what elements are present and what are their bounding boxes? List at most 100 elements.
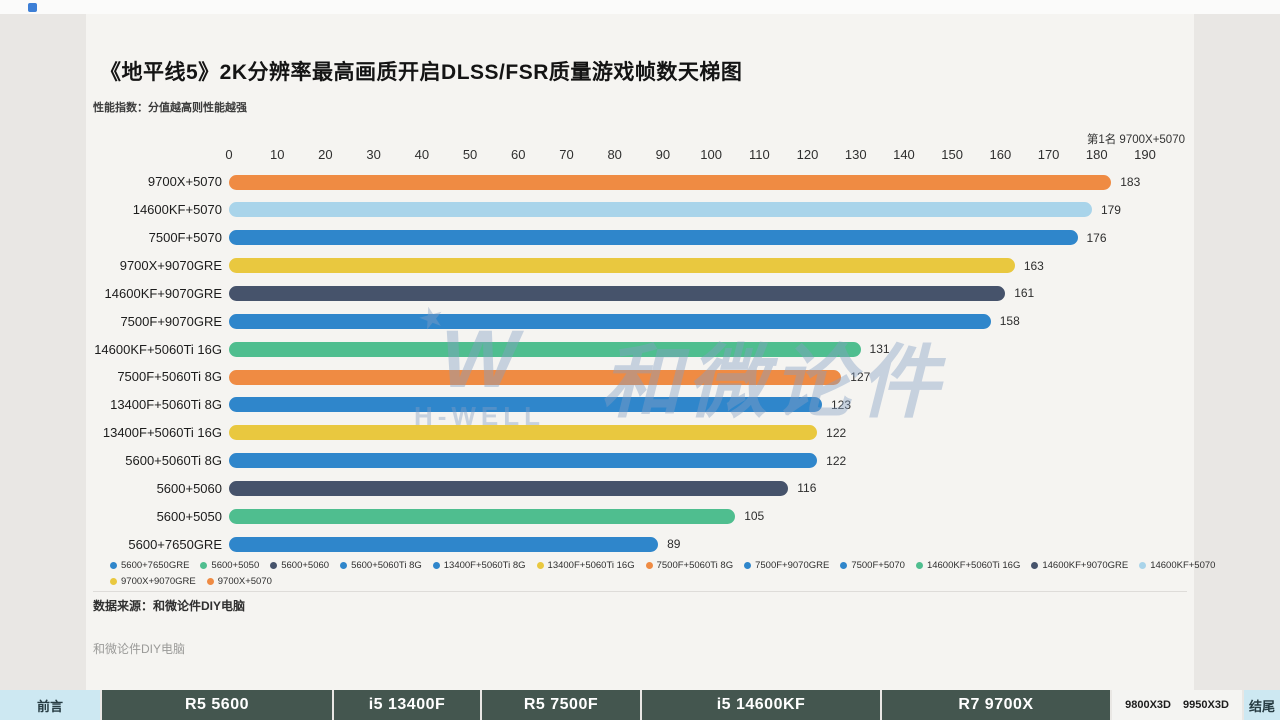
legend-label: 7500F+9070GRE (755, 560, 830, 571)
nav-item-前言[interactable]: 前言 (0, 690, 100, 720)
top-strip (0, 0, 1280, 14)
legend-item: 14600KF+9070GRE (1031, 560, 1128, 571)
legend-color-dot (1031, 562, 1039, 569)
bar-value-label: 176 (1086, 230, 1107, 245)
bar-row: 9700X+5070 183 (0, 168, 1280, 196)
legend-label: 5600+5060 (281, 560, 330, 571)
legend-label: 14600KF+5070 (1150, 560, 1216, 571)
legend-label: 7500F+5060Ti 8G (656, 560, 734, 571)
legend-item: 7500F+5060Ti 8G (645, 560, 734, 571)
bar (229, 369, 842, 385)
x-tick-label: 170 (1037, 147, 1060, 162)
x-tick-label: 90 (655, 147, 671, 162)
legend-color-dot (1139, 562, 1147, 569)
legend-row: 5600+7650GRE 5600+5050 5600+5060 5600+5060T… (110, 558, 1215, 573)
bar-value-label: 122 (826, 425, 847, 440)
bar-value-label: 123 (830, 397, 852, 412)
legend-color-dot (840, 562, 848, 569)
legend: 5600+7650GRE 5600+5050 5600+5060 5600+5060T… (110, 558, 1215, 590)
bar (229, 313, 991, 329)
legend-item: 13400F+5060Ti 16G (536, 560, 635, 571)
nav-item-i5-14600kf[interactable]: i5 14600KF (640, 690, 880, 720)
legend-item: 7500F+5070 (840, 560, 905, 571)
legend-label: 9700X+9070GRE (121, 576, 196, 587)
bar-value-label: 127 (850, 369, 871, 384)
legend-item: 9700X+5070 (206, 576, 272, 587)
bar (229, 174, 1112, 190)
bar-value-label: 161 (1014, 286, 1035, 301)
x-tick-label: 120 (796, 147, 819, 162)
bar (229, 508, 736, 524)
nav-item-结尾[interactable]: 结尾 (1242, 690, 1280, 720)
x-tick-label: 180 (1085, 147, 1108, 162)
legend-label: 5600+7650GRE (121, 560, 190, 571)
x-tick-label: 110 (748, 147, 770, 162)
x-tick-label: 40 (414, 147, 430, 162)
bar-category-label: 9700X+5070 (147, 174, 222, 190)
x-tick-label: 150 (941, 147, 964, 162)
bar-row: 5600+5060 116 (0, 474, 1280, 502)
legend-color-dot (110, 578, 117, 585)
bar-row: 7500F+9070GRE 158 (0, 307, 1280, 335)
nav-item-r7-9700x[interactable]: R7 9700X (880, 690, 1110, 720)
bar-value-label: 89 (667, 537, 681, 552)
legend-label: 13400F+5060Ti 16G (547, 560, 635, 571)
legend-label: 7500F+5070 (851, 560, 905, 571)
legend-item: 9700X+9070GRE (110, 576, 196, 587)
bar-category-label: 14600KF+5060Ti 16G (94, 341, 222, 357)
bottom-nav: 前言 R5 5600 i5 13400F R5 7500F i5 14600KF R7 9… (0, 690, 1280, 720)
footer-note: 和微论件DIY电脑 (93, 642, 186, 656)
bar-category-label: 14600KF+9070GRE (104, 285, 222, 301)
legend-item: 5600+5060Ti 8G (340, 560, 422, 571)
legend-label: 14600KF+9070GRE (1042, 560, 1129, 571)
legend-label: 14600KF+5060Ti 16G (926, 560, 1021, 571)
divider-line (93, 591, 1187, 592)
bar-row: 13400F+5060Ti 16G 122 (0, 419, 1280, 447)
bar-row: 14600KF+9070GRE 161 (0, 279, 1280, 307)
bar-row: 5600+7650GRE 89 (0, 530, 1280, 558)
bar-row: 9700X+9070GRE 163 (0, 252, 1280, 280)
legend-color-dot (200, 562, 208, 569)
bar-category-label: 14600KF+5070 (132, 202, 222, 218)
rank-note: 第1名 9700X+5070 (1086, 134, 1185, 146)
bar-category-label: 13400F+5060Ti 8G (110, 397, 222, 413)
bar (229, 397, 822, 413)
legend-color-dot (744, 562, 752, 569)
bar-row: 7500F+5070 176 (0, 224, 1280, 252)
data-source-text: 数据来源：和微论件DIY电脑 (93, 599, 246, 613)
x-tick-label: 100 (700, 147, 722, 162)
legend-color-dot (915, 562, 923, 569)
x-axis: 0 10 20 30 40 50 60 70 80 90 100 110 120 130 140 150 160… (0, 147, 1280, 163)
bar-category-label: 7500F+9070GRE (120, 313, 222, 329)
bar-category-label: 5600+7650GRE (128, 536, 222, 552)
bar (229, 258, 1015, 274)
bar-category-label: 5600+5060 (156, 480, 222, 496)
nav-item-i5-13400f[interactable]: i5 13400F (332, 690, 480, 720)
chart-title: 《地平线5》2K分辨率最高画质开启DLSS/FSR质量游戏帧数天梯图 (100, 61, 743, 84)
nav-item-9800x3d-9950x3d[interactable]: 9800X3D 9950X3D (1110, 690, 1242, 720)
bar-category-label: 7500F+5060Ti 8G (117, 369, 222, 385)
bar (229, 341, 861, 357)
x-tick-label: 80 (607, 147, 622, 162)
x-tick-label: 190 (1134, 147, 1156, 162)
legend-item: 14600KF+5070 (1139, 560, 1215, 571)
bar-value-label: 158 (999, 314, 1020, 329)
bar-row: 13400F+5060Ti 8G 123 (0, 391, 1280, 419)
chart-subtitle: 性能指数：分值越高则性能越强 (93, 102, 247, 114)
x-tick-label: 70 (559, 147, 574, 162)
bar-value-label: 122 (826, 453, 847, 468)
bar-row: 14600KF+5060Ti 16G 131 (0, 335, 1280, 363)
app-icon[interactable] (28, 3, 37, 12)
legend-label: 9700X+5070 (217, 576, 272, 587)
bar (229, 230, 1078, 246)
legend-item: 13400F+5060Ti 8G (432, 560, 526, 571)
nav-item-r5-7500f[interactable]: R5 7500F (480, 690, 640, 720)
x-tick-label: 0 (225, 147, 233, 162)
bar-category-label: 13400F+5060Ti 16G (102, 425, 222, 441)
bar (229, 202, 1092, 218)
nav-item-r5-5600[interactable]: R5 5600 (100, 690, 332, 720)
bar-row: 7500F+5060Ti 8G 127 (0, 363, 1280, 391)
bar (229, 453, 818, 469)
bar-category-label: 9700X+9070GRE (119, 258, 222, 273)
bar-rows: 9700X+5070 183 14600KF+5070 179 7500F+5070 17… (0, 168, 1280, 558)
